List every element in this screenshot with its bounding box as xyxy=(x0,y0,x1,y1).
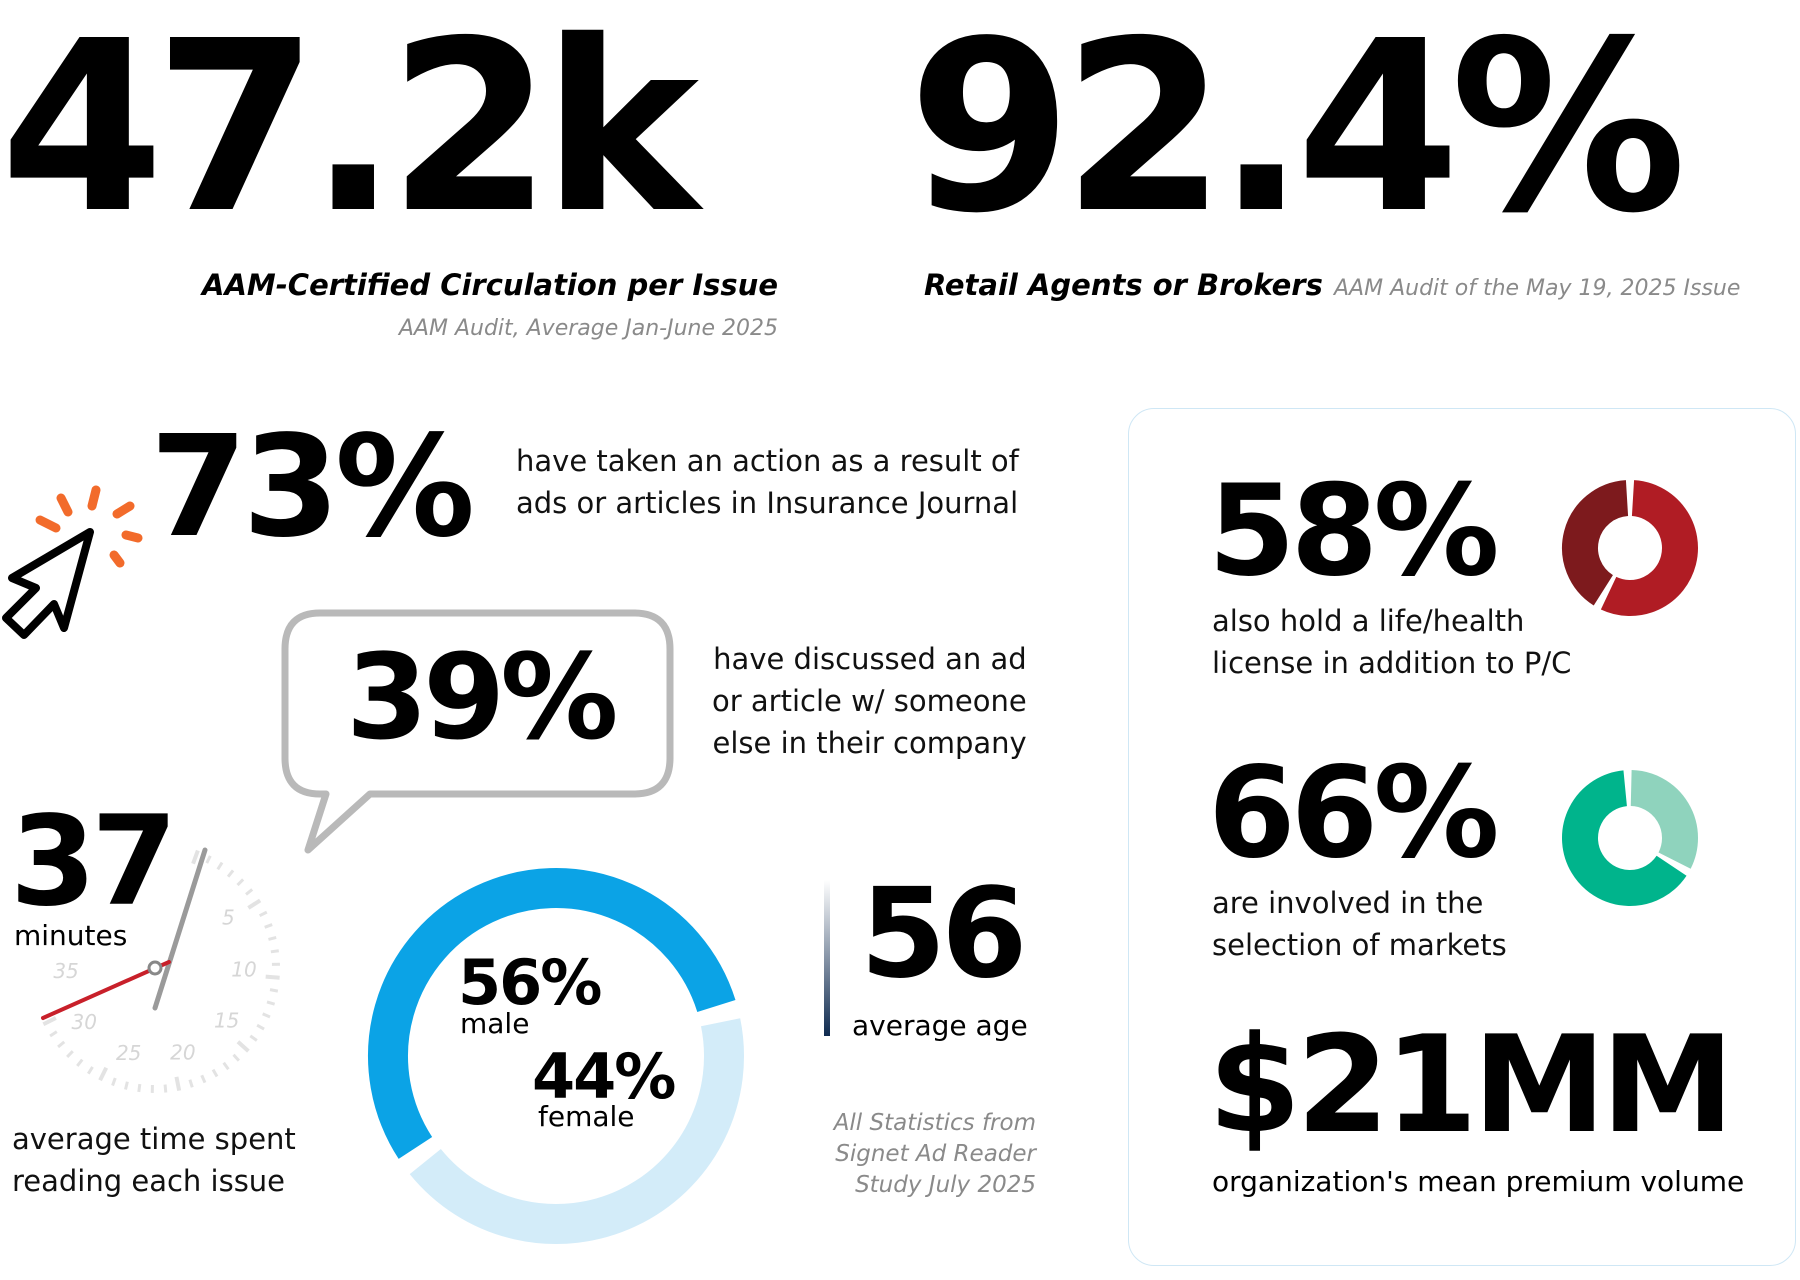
male-arc xyxy=(368,868,736,1159)
discussed-text-line1: have discussed an ad xyxy=(713,642,1027,676)
life-health-text: also hold a life/health license in addit… xyxy=(1212,600,1571,684)
dial-tick xyxy=(76,1058,84,1067)
footnote-line1: All Statistics from xyxy=(833,1110,1036,1136)
dial-label: 30 xyxy=(72,1010,97,1034)
discussed-text-line3: else in their company xyxy=(712,726,1027,760)
dial-tick xyxy=(205,855,212,864)
dial-label: 25 xyxy=(116,1041,141,1065)
reading-time-text: average time spent reading each issue xyxy=(12,1118,296,1202)
reading-time-text-line2: reading each issue xyxy=(12,1164,286,1198)
circulation-value: 47.2k xyxy=(0,0,699,265)
dial-label: 20 xyxy=(170,1041,195,1065)
premium-text: organization's mean premium volume xyxy=(1212,1165,1745,1198)
second-hand xyxy=(41,960,171,1020)
markets-rest-arc xyxy=(1629,770,1698,869)
dial-tick xyxy=(258,910,268,918)
dial-tick xyxy=(57,1040,66,1049)
markets-value: 66% xyxy=(1208,739,1500,886)
speech-bubble-icon xyxy=(281,609,674,854)
female-value: 44% xyxy=(532,1040,676,1113)
dial-tick xyxy=(87,1066,94,1075)
age-label: average age xyxy=(852,1009,1028,1042)
dial-tick xyxy=(266,1000,276,1006)
reading-time-text-line1: average time spent xyxy=(12,1122,296,1156)
dial-tick xyxy=(111,1077,117,1087)
premium-value: $21MM xyxy=(1208,1007,1734,1163)
dial-tick xyxy=(268,935,277,941)
discussed-text: have discussed an ad or article w/ someo… xyxy=(712,638,1027,764)
markets-text-line2: selection of markets xyxy=(1212,928,1507,962)
retail-label: Retail Agents or Brokers xyxy=(924,268,1323,302)
dial-tick xyxy=(226,869,235,878)
dial-tick xyxy=(49,1030,58,1038)
dial-tick xyxy=(66,1050,74,1058)
footnote-line2: Signet Ad Reader xyxy=(835,1141,1036,1167)
markets-share-arc xyxy=(1562,770,1687,906)
male-label: male xyxy=(460,1007,530,1040)
life-health-value: 58% xyxy=(1208,457,1500,604)
dial-tick xyxy=(264,923,273,929)
dial-tick xyxy=(256,1023,265,1031)
circulation-label: AAM-Certified Circulation per Issue xyxy=(202,268,778,302)
dial-tick xyxy=(211,1068,219,1078)
retail-source: AAM Audit of the May 19, 2025 Issue xyxy=(1334,276,1741,301)
dial-label: 5 xyxy=(222,906,235,930)
female-label: female xyxy=(538,1100,635,1133)
dial-tick xyxy=(216,861,224,871)
dial-tick xyxy=(174,1076,182,1092)
dial-label: 35 xyxy=(53,959,78,983)
footnote-line3: Study July 2025 xyxy=(855,1172,1036,1198)
gender-donut-chart xyxy=(368,868,744,1244)
dial-label: 10 xyxy=(231,957,256,981)
discussed-text-line2: or article w/ someone xyxy=(712,684,1027,718)
dial-tick xyxy=(124,1081,129,1090)
dial-tick xyxy=(262,1012,271,1019)
action-value: 73% xyxy=(150,406,475,569)
life-health-text-line2: license in addition to P/C xyxy=(1212,646,1572,680)
age-value: 56 xyxy=(860,862,1028,1006)
action-text: have taken an action as a result of ads … xyxy=(516,440,1019,524)
footnote: All Statistics from Signet Ad Reader Stu… xyxy=(834,1108,1036,1201)
dial-hub xyxy=(147,960,163,976)
stats-panel xyxy=(1128,408,1796,1266)
markets-donut-chart xyxy=(1562,770,1698,906)
circulation-source: AAM Audit, Average Jan-June 2025 xyxy=(398,316,778,341)
markets-text-line1: are involved in the xyxy=(1212,886,1484,920)
discussed-value: 39% xyxy=(346,628,618,766)
dial-tick xyxy=(270,949,280,954)
reading-time-value: 37 xyxy=(10,790,178,934)
life-health-share-arc xyxy=(1600,480,1698,616)
life-health-rest-arc xyxy=(1562,480,1630,606)
dial-tick xyxy=(163,1084,168,1093)
minute-hand xyxy=(152,847,208,1011)
cursor-click-icon xyxy=(2,485,143,639)
retail-value: 92.4% xyxy=(908,0,1687,265)
dial-tick xyxy=(191,849,200,865)
dial-tick xyxy=(247,898,262,910)
dial-label: 15 xyxy=(214,1009,239,1033)
dial-tick xyxy=(249,1034,258,1042)
dial-tick xyxy=(236,1040,250,1053)
life-health-donut-chart xyxy=(1562,480,1698,616)
life-health-text-line1: also hold a life/health xyxy=(1212,604,1525,638)
dial-tick xyxy=(245,888,254,896)
dial-tick xyxy=(269,988,279,993)
reading-time-unit: minutes xyxy=(14,919,128,952)
dial-tick xyxy=(137,1083,142,1093)
action-text-line2: ads or articles in Insurance Journal xyxy=(516,486,1019,520)
female-arc xyxy=(409,1018,744,1244)
stopwatch-dial-icon: 5 10 15 20 25 30 35 xyxy=(41,847,280,1094)
dial-tick xyxy=(42,1016,57,1027)
male-value: 56% xyxy=(458,946,602,1019)
action-text-line1: have taken an action as a result of xyxy=(516,444,1019,478)
dial-tick xyxy=(236,878,245,887)
dial-tick xyxy=(98,1066,109,1082)
dial-tick xyxy=(222,1061,230,1071)
dial-tick xyxy=(265,974,280,980)
markets-text: are involved in the selection of markets xyxy=(1212,882,1507,966)
age-divider xyxy=(824,880,830,1036)
dial-tick xyxy=(200,1074,207,1084)
dial-tick xyxy=(232,1053,240,1062)
dial-tick xyxy=(188,1079,194,1088)
